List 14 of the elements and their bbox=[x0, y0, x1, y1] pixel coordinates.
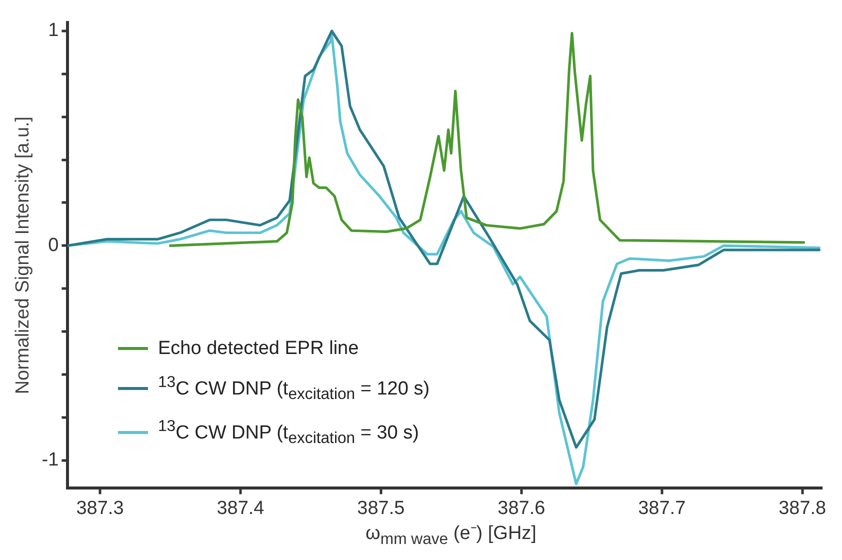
x-tick-label: 387.6 bbox=[498, 498, 546, 519]
x-axis-title: ω$_{mm wave}$ (e⁻) [GHz] bbox=[364, 522, 538, 549]
legend-label: $^{13}$C CW DNP (t$_{excitation}$ = 30 s) bbox=[158, 418, 419, 448]
legend-label: Echo detected EPR line bbox=[158, 338, 359, 360]
x-tick-label: 387.8 bbox=[778, 498, 826, 519]
x-tick-label: 387.7 bbox=[638, 498, 686, 519]
legend-label: $^{13}$C CW DNP (t$_{excitation}$ = 120 s) bbox=[158, 374, 430, 404]
x-tick-label: 387.5 bbox=[357, 498, 405, 519]
y-axis-title: Normalized Signal Intensity [a.u.] bbox=[12, 116, 34, 394]
y-tick-label: -1 bbox=[42, 450, 59, 471]
y-tick-label: 1 bbox=[48, 20, 59, 42]
x-tick-label: 387.4 bbox=[216, 498, 265, 519]
y-tick-label: 0 bbox=[48, 234, 59, 256]
x-tick-label: 387.3 bbox=[76, 498, 124, 519]
